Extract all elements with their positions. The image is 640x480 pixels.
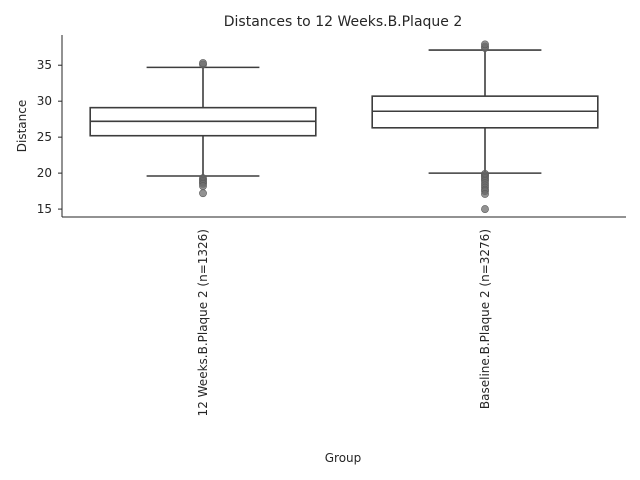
outlier-point (199, 182, 207, 190)
outlier-point (481, 40, 489, 49)
chart-title: Distances to 12 Weeks.B.Plaque 2 (224, 14, 463, 30)
x-tick-label: Baseline.B.Plaque 2 (n=3276) (478, 229, 492, 409)
y-tick-label: 25 (37, 130, 52, 144)
y-tick-label: 35 (37, 58, 52, 72)
outlier-point (481, 205, 489, 213)
outlier-point (199, 189, 207, 198)
outlier-point (481, 190, 489, 198)
box-group (371, 40, 599, 213)
y-tick-label: 30 (37, 94, 52, 108)
y-axis-label: Distance (15, 100, 29, 152)
y-tick-label: 20 (37, 166, 52, 180)
x-tick-label: 12 Weeks.B.Plaque 2 (n=1326) (196, 229, 210, 416)
y-tick-label: 15 (37, 202, 52, 216)
box-group (89, 59, 317, 198)
outlier-point (199, 59, 207, 67)
x-axis-label: Group (325, 451, 362, 465)
